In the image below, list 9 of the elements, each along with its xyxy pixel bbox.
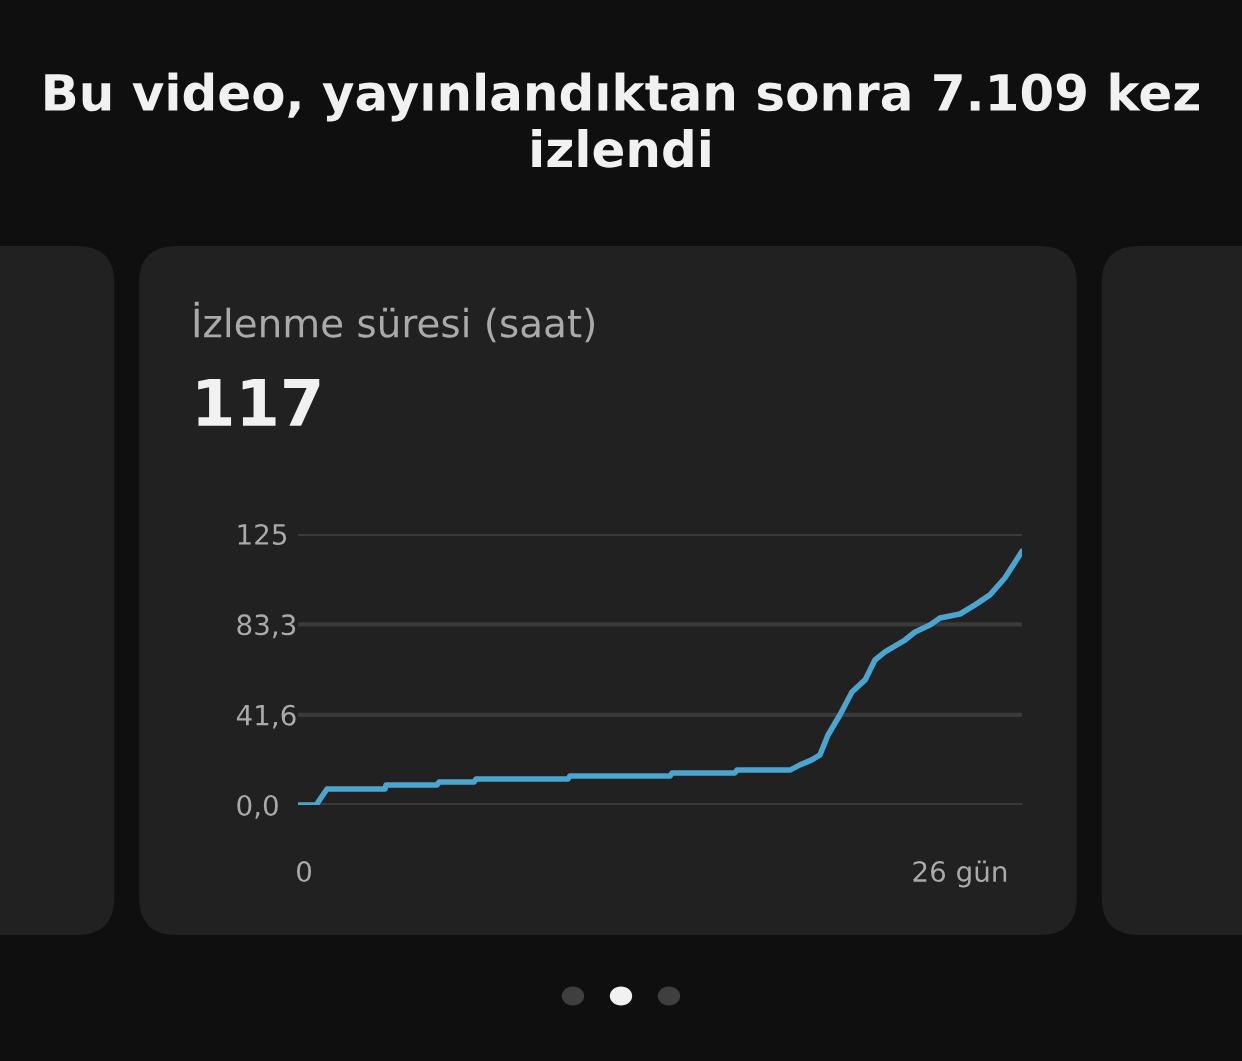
y-tick-label: 0,0 bbox=[237, 794, 278, 819]
y-tick-label: 125 bbox=[238, 523, 287, 545]
chart-title: Bu video, yayınlandıktan sonra 7.109 kez izlendi bbox=[45, 72, 1199, 168]
x-tick-label: 0 bbox=[297, 861, 312, 883]
x-tick-label: 26 gün bbox=[913, 860, 1007, 888]
y-tick-label: 83,3 bbox=[237, 614, 296, 639]
chart-subtitle: İzlenme süresi (saat) bbox=[194, 301, 594, 343]
text: 117 bbox=[198, 379, 320, 426]
y-tick-label: 41,6 bbox=[236, 704, 296, 729]
